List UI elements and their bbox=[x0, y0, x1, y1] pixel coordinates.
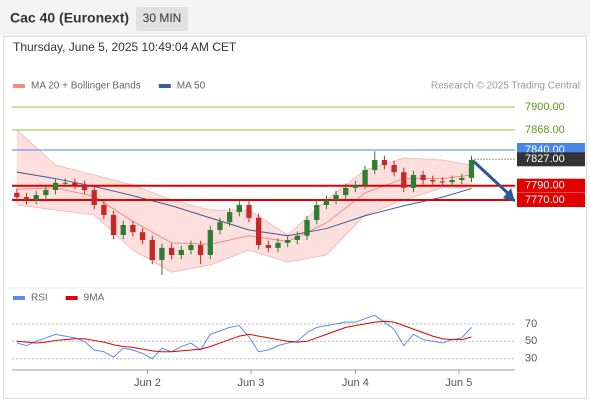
candle-body bbox=[178, 250, 184, 255]
candle-body bbox=[81, 185, 88, 190]
bollinger-band-fill bbox=[16, 130, 472, 273]
candle-body bbox=[265, 245, 271, 248]
x-tick-label: Jun 4 bbox=[342, 377, 369, 389]
candle-body bbox=[333, 195, 339, 200]
indicator-line bbox=[16, 314, 472, 360]
candle-body bbox=[62, 182, 68, 184]
x-tick-label: Jun 3 bbox=[237, 377, 264, 389]
candle-body bbox=[275, 242, 281, 248]
panel-frame bbox=[3, 36, 587, 399]
legend-swatch bbox=[158, 84, 171, 88]
header-bar bbox=[0, 0, 590, 36]
candle-body bbox=[33, 195, 39, 200]
legend-swatch bbox=[13, 84, 25, 88]
candle-body bbox=[168, 247, 175, 255]
y-tick-label: 70 bbox=[525, 318, 537, 330]
candle-body bbox=[314, 205, 320, 220]
candle-body bbox=[23, 197, 30, 200]
legend-label: MA 50 bbox=[177, 81, 206, 92]
last-price-label: 7827.00 bbox=[525, 153, 565, 165]
candle-body bbox=[430, 180, 436, 182]
level-label: 7900.00 bbox=[525, 101, 565, 113]
x-tick-label: Jun 5 bbox=[445, 377, 472, 389]
candle-body bbox=[410, 175, 417, 188]
candle-body bbox=[188, 245, 194, 250]
candle-body bbox=[468, 160, 475, 178]
legend-label: RSI bbox=[31, 293, 48, 304]
candle-body bbox=[236, 205, 242, 213]
candle-body bbox=[246, 205, 252, 218]
legend-label: 9MA bbox=[84, 293, 105, 304]
indicator-line bbox=[16, 320, 472, 353]
level-label-box bbox=[517, 178, 585, 193]
y-tick-label: 30 bbox=[525, 353, 537, 365]
candle-body bbox=[352, 185, 359, 188]
x-tick-label: Jun 2 bbox=[134, 377, 161, 389]
candle-body bbox=[101, 205, 107, 215]
candle-body bbox=[130, 225, 136, 233]
candle-body bbox=[420, 175, 426, 180]
candle-body bbox=[285, 240, 291, 243]
instrument-title: Cac 40 (Euronext) bbox=[10, 10, 129, 26]
candle-body bbox=[149, 240, 155, 260]
last-price-box bbox=[517, 152, 585, 167]
candle-body bbox=[323, 200, 330, 205]
candle-body bbox=[217, 222, 223, 230]
candle-body bbox=[72, 182, 78, 185]
candle-body bbox=[294, 235, 301, 240]
level-label: 7868.00 bbox=[525, 124, 565, 136]
candle-body bbox=[110, 215, 117, 235]
datetime: Thursday, June 5, 2025 10:49:04 AM CET bbox=[13, 40, 237, 54]
candle-body bbox=[207, 230, 213, 255]
forecast-arrowhead bbox=[503, 188, 515, 202]
candle-body bbox=[197, 245, 204, 255]
candle-body bbox=[256, 217, 262, 245]
candle-body bbox=[91, 190, 97, 205]
candle-body bbox=[362, 170, 368, 185]
candle-body bbox=[14, 192, 20, 198]
candle-body bbox=[381, 160, 388, 165]
candle-body bbox=[372, 160, 378, 170]
candle-body bbox=[391, 165, 397, 173]
candle-body bbox=[120, 225, 126, 235]
interval-button[interactable] bbox=[136, 7, 188, 31]
candle-body bbox=[439, 181, 446, 183]
candle-body bbox=[304, 220, 310, 236]
credit: Research © 2025 Trading Central bbox=[431, 81, 580, 92]
level-label: 7790.00 bbox=[525, 180, 565, 192]
candle-body bbox=[401, 172, 407, 188]
candle-body bbox=[343, 187, 349, 195]
level-label: 7770.00 bbox=[525, 194, 565, 206]
candle-body bbox=[449, 180, 455, 183]
level-label-box bbox=[517, 193, 585, 207]
candle-body bbox=[139, 232, 146, 240]
interval-label[interactable]: 30 MIN bbox=[143, 11, 182, 25]
candle-body bbox=[159, 247, 165, 260]
candle-body bbox=[43, 190, 49, 195]
legend-label: MA 20 + Bollinger Bands bbox=[31, 81, 141, 92]
forecast-arrow bbox=[472, 160, 513, 198]
candle-body bbox=[226, 212, 233, 223]
candle-body bbox=[52, 182, 59, 190]
legend-swatch bbox=[13, 296, 25, 300]
legend-swatch bbox=[65, 296, 78, 300]
y-tick-label: 50 bbox=[525, 335, 537, 347]
candle-body bbox=[459, 177, 465, 180]
